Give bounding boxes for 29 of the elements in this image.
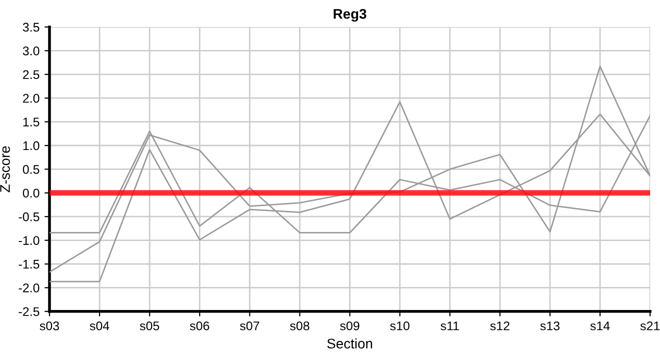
y-tick-label: -2.0 <box>18 284 40 292</box>
x-tick-label: s06 <box>190 321 210 330</box>
chart-title: Reg3 <box>334 8 366 22</box>
x-tick-label: s05 <box>140 321 160 330</box>
y-tick-label: 2.0 <box>23 94 40 103</box>
y-tick-label: 1.0 <box>23 141 40 150</box>
x-tick-label: s21 <box>640 321 660 330</box>
y-tick-label: 3.5 <box>22 22 40 32</box>
y-tick-label: 0.0 <box>22 188 40 198</box>
y-tick-label: -1.0 <box>18 236 40 245</box>
y-tick-label: 2.5 <box>23 70 40 80</box>
x-tick-label: s08 <box>290 321 310 330</box>
x-tick-label: s12 <box>490 321 510 330</box>
x-tick-label: s14 <box>590 322 610 330</box>
x-tick-label: s04 <box>90 321 110 330</box>
x-axis-title: Section <box>327 338 372 349</box>
x-tick-label: s11 <box>440 322 459 330</box>
x-tick-label: s10 <box>390 321 410 330</box>
x-tick-label: s09 <box>340 321 360 330</box>
y-tick-label: -2.5 <box>18 307 40 316</box>
x-tick-label: s07 <box>240 321 260 330</box>
y-tick-label: 3.0 <box>22 46 40 56</box>
x-tick-label: s03 <box>40 321 60 330</box>
y-tick-label: 0.5 <box>22 165 40 174</box>
y-tick-label: 1.5 <box>23 118 40 126</box>
y-tick-label: -1.5 <box>18 260 40 269</box>
x-tick-label: s13 <box>540 321 560 330</box>
y-tick-label: -0.5 <box>18 212 40 222</box>
y-axis-title: Z-score <box>0 146 10 192</box>
